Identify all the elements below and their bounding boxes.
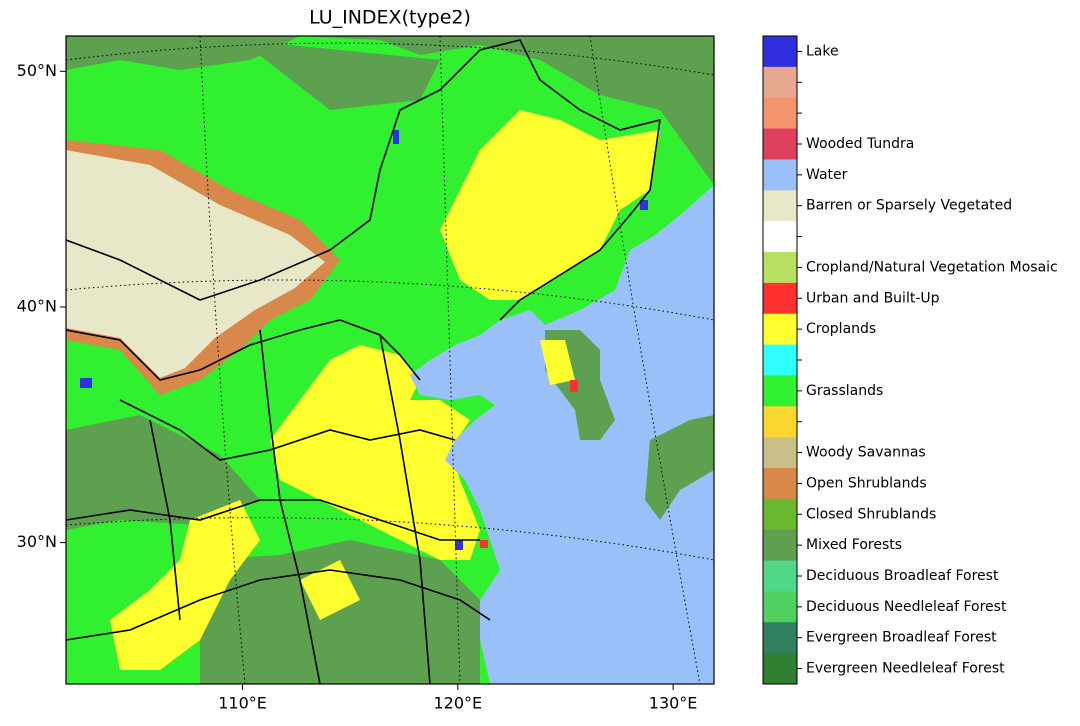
colorbar-label: Barren or Sparsely Vegetated — [806, 198, 1012, 214]
map-area — [66, 36, 714, 684]
colorbar-label: Evergreen Needleleaf Forest — [806, 661, 1005, 677]
x-tick-label: 120°E — [433, 694, 482, 713]
y-tick-label: 40°N — [17, 296, 57, 315]
colorbar-swatch — [763, 282, 797, 315]
y-tick-label: 50°N — [17, 61, 57, 80]
colorbar-swatch — [763, 437, 797, 469]
watermark: 知乎 @气象小筑 — [820, 669, 981, 694]
colorbar-label: Wooded Tundra — [806, 136, 914, 152]
map-frame — [65, 35, 715, 685]
colorbar-swatch — [763, 313, 797, 346]
colorbar-swatch — [763, 344, 797, 376]
map-title: LU_INDEX(type2) — [309, 7, 471, 29]
colorbar-swatch — [763, 375, 797, 407]
colorbar-label: Deciduous Needleleaf Forest — [806, 599, 1007, 615]
colorbar-swatch — [763, 128, 797, 160]
colorbar-swatch — [763, 36, 797, 68]
colorbar-swatch — [763, 591, 797, 623]
x-tick-label: 130°E — [649, 694, 698, 713]
colorbar-swatch — [763, 560, 797, 592]
colorbar-label: Open Shrublands — [806, 475, 927, 491]
x-tick-label: 110°E — [218, 694, 267, 713]
colorbar-swatch — [763, 221, 797, 253]
colorbar-swatch — [763, 66, 797, 99]
y-tick-label: 30°N — [17, 532, 57, 551]
colorbar-label: Grasslands — [806, 383, 883, 399]
colorbar-swatch — [763, 97, 797, 130]
colorbar-label: Urban and Built-Up — [806, 290, 940, 306]
colorbar-swatch — [763, 653, 797, 685]
colorbar-label: Croplands — [806, 321, 876, 337]
colorbar-swatch — [763, 406, 797, 438]
colorbar-label: Evergreen Broadleaf Forest — [806, 630, 997, 646]
colorbar-swatch — [763, 252, 797, 284]
colorbar-label: Water — [806, 167, 848, 183]
colorbar-swatch — [763, 468, 797, 500]
colorbar-label: Lake — [806, 43, 839, 59]
colorbar-label: Cropland/Natural Vegetation Mosaic — [806, 259, 1058, 275]
colorbar-label: Closed Shrublands — [806, 506, 936, 522]
colorbar-swatch — [763, 622, 797, 654]
colorbar-swatch — [763, 529, 797, 562]
colorbar-swatch — [763, 159, 797, 191]
colorbar-label: Deciduous Broadleaf Forest — [806, 568, 999, 584]
colorbar-label: Woody Savannas — [806, 445, 926, 461]
colorbar-swatch — [763, 190, 797, 222]
colorbar-swatch — [763, 498, 797, 531]
colorbar-label: Mixed Forests — [806, 537, 902, 553]
